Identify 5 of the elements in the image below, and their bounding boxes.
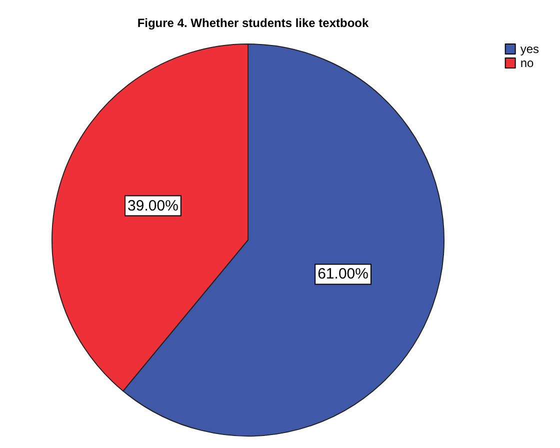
legend-label: yes — [520, 42, 540, 56]
data-label: 61.00% — [318, 266, 368, 283]
chart-title: Figure 4. Whether students like textbook — [137, 16, 370, 30]
legend-label: no — [520, 56, 534, 70]
data-label: 39.00% — [128, 197, 178, 214]
